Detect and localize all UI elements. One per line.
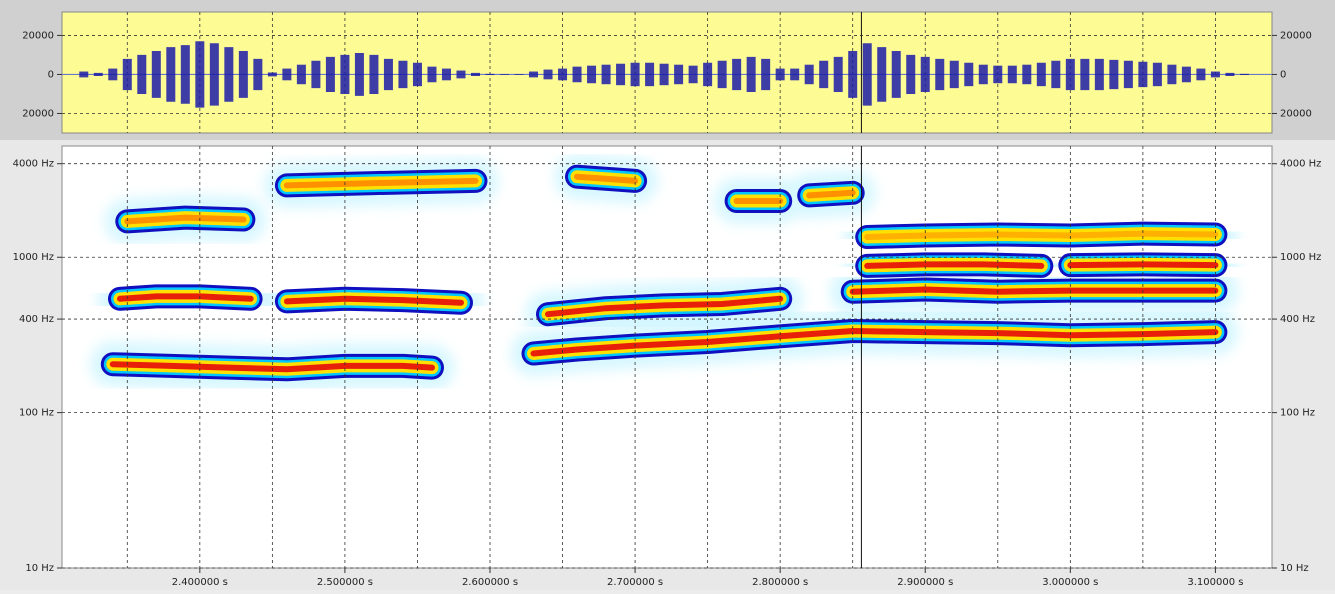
y-tick-label: 100 Hz xyxy=(19,408,54,419)
y-tick-label: 10 Hz xyxy=(1280,563,1309,574)
x-tick-label: 2.400000 s xyxy=(172,577,228,588)
x-tick-label: 2.900000 s xyxy=(897,577,953,588)
y-tick-label: 10 Hz xyxy=(25,563,54,574)
y-tick-label: 20000 xyxy=(22,30,54,41)
y-tick-label: 4000 Hz xyxy=(1280,159,1321,170)
y-tick-label: 1000 Hz xyxy=(1280,252,1321,263)
y-tick-label: 20000 xyxy=(1280,108,1312,119)
x-tick-label: 3.100000 s xyxy=(1187,577,1243,588)
app-view: 20000 20000 0 0 20000 20000 4000 Hz 4000 Hz 1000… xyxy=(0,0,1335,590)
y-tick-label: 0 xyxy=(1280,69,1286,80)
y-tick-label: 1000 Hz xyxy=(13,252,54,263)
y-tick-label: 100 Hz xyxy=(1280,408,1315,419)
x-tick-label: 2.500000 s xyxy=(317,577,373,588)
y-tick-label: 20000 xyxy=(22,108,54,119)
formant-track xyxy=(867,264,1215,266)
y-tick-label: 20000 xyxy=(1280,30,1312,41)
y-tick-label: 0 xyxy=(48,69,54,80)
y-tick-label: 400 Hz xyxy=(1280,314,1315,325)
x-tick-label: 2.800000 s xyxy=(752,577,808,588)
x-tick-label: 2.700000 s xyxy=(607,577,663,588)
x-tick-label: 3.000000 s xyxy=(1042,577,1098,588)
formant-track xyxy=(867,234,1215,237)
y-tick-label: 4000 Hz xyxy=(13,159,54,170)
x-tick-label: 2.600000 s xyxy=(462,577,518,588)
y-tick-label: 400 Hz xyxy=(19,314,54,325)
